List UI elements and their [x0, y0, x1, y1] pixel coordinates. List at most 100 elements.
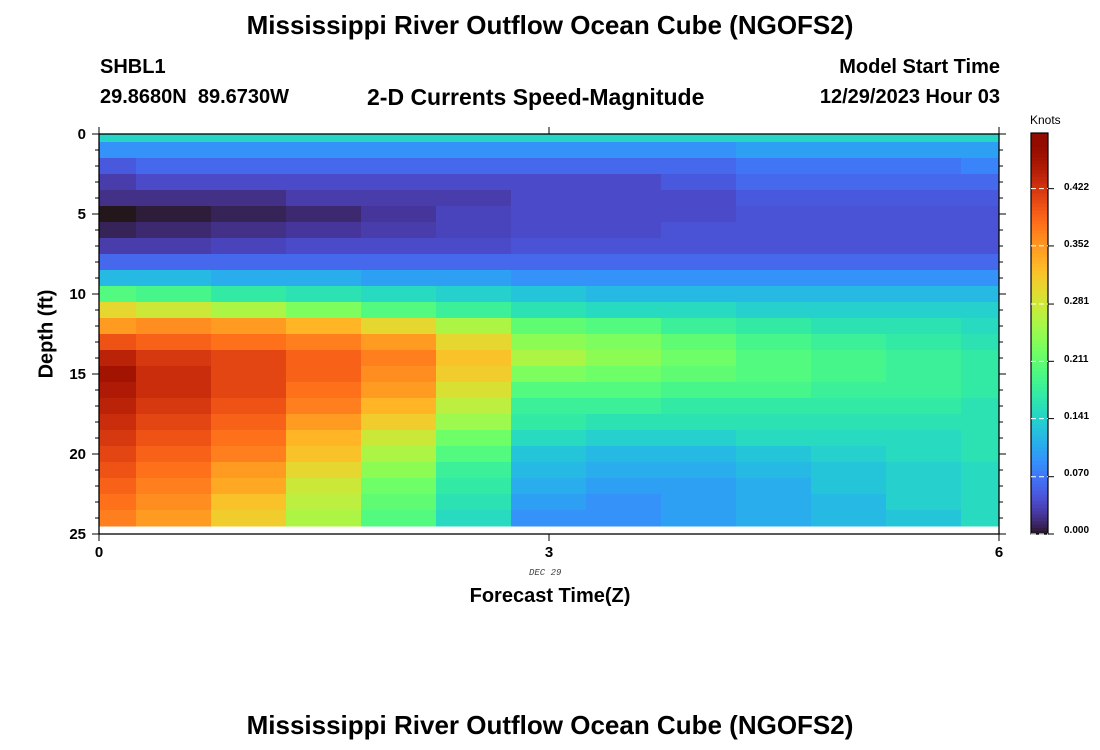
- heatmap-cell: [136, 478, 213, 495]
- y-tick-label: 0: [77, 126, 86, 143]
- colorbar-segment: [1031, 527, 1048, 532]
- colorbar-segment: [1031, 320, 1048, 325]
- heatmap-cell: [211, 270, 288, 287]
- heatmap-cell: [361, 414, 438, 431]
- heatmap-cell: [961, 510, 1000, 527]
- heatmap-cell: [886, 134, 963, 143]
- colorbar-segment: [1031, 467, 1048, 472]
- heatmap-cell: [136, 238, 213, 255]
- heatmap-cell: [511, 134, 588, 143]
- heatmap-cell: [811, 158, 888, 175]
- heatmap-cell: [961, 478, 1000, 495]
- heatmap-cell: [586, 190, 663, 207]
- heatmap-cell: [99, 206, 138, 223]
- heatmap-cell: [811, 430, 888, 447]
- heatmap-cell: [736, 430, 813, 447]
- heatmap-cell: [436, 190, 513, 207]
- heatmap-cell: [436, 238, 513, 255]
- heatmap-cell: [961, 414, 1000, 431]
- heatmap-cell: [286, 510, 363, 527]
- heatmap-cell: [99, 286, 138, 303]
- heatmap-cell: [361, 478, 438, 495]
- heatmap-cell: [961, 238, 1000, 255]
- heatmap-cell: [586, 238, 663, 255]
- colorbar-segment: [1031, 333, 1048, 338]
- heatmap-cell: [736, 134, 813, 143]
- heatmap-cell: [886, 190, 963, 207]
- colorbar-segment: [1031, 303, 1048, 308]
- heatmap-cell: [99, 190, 138, 207]
- heatmap-cell: [661, 382, 738, 399]
- colorbar-segment: [1031, 203, 1048, 208]
- heatmap-cell: [136, 350, 213, 367]
- colorbar-segment: [1031, 189, 1048, 194]
- heatmap-cell: [586, 286, 663, 303]
- heatmap-cell: [811, 398, 888, 415]
- colorbar-segment: [1031, 450, 1048, 455]
- heatmap-cell: [511, 366, 588, 383]
- colorbar-tick-label: 0.211: [1064, 354, 1089, 365]
- heatmap-cell: [661, 222, 738, 239]
- colorbar-segment: [1031, 216, 1048, 221]
- heatmap-cell: [511, 302, 588, 319]
- colorbar-segment: [1031, 440, 1048, 445]
- heatmap-cell: [586, 302, 663, 319]
- heatmap-cell: [811, 190, 888, 207]
- heatmap-cell: [99, 446, 138, 463]
- heatmap-cell: [736, 238, 813, 255]
- heatmap-cell: [736, 350, 813, 367]
- heatmap-cell: [886, 494, 963, 511]
- x-tick-label: 3: [544, 544, 554, 561]
- colorbar-segment: [1031, 133, 1048, 137]
- heatmap-cell: [736, 494, 813, 511]
- colorbar-segment: [1031, 430, 1048, 435]
- heatmap-cell: [961, 254, 1000, 271]
- colorbar-segment: [1031, 146, 1048, 151]
- heatmap-cell: [586, 366, 663, 383]
- colorbar-segment: [1031, 386, 1048, 391]
- heatmap-cell: [886, 222, 963, 239]
- heatmap-cell: [961, 206, 1000, 223]
- colorbar-segment: [1031, 433, 1048, 438]
- heatmap-cell: [586, 142, 663, 159]
- colorbar-segment: [1031, 243, 1048, 248]
- heatmap-cell: [961, 350, 1000, 367]
- heatmap-cell: [136, 510, 213, 527]
- heatmap-cell: [361, 318, 438, 335]
- heatmap-cell: [136, 382, 213, 399]
- heatmap-cell: [661, 238, 738, 255]
- colorbar-segment: [1031, 350, 1048, 355]
- heatmap-cell: [736, 158, 813, 175]
- heatmap-cell: [961, 318, 1000, 335]
- heatmap-cell: [586, 494, 663, 511]
- heatmap-cell: [99, 334, 138, 351]
- colorbar-segment: [1031, 176, 1048, 181]
- heatmap-cell: [286, 158, 363, 175]
- heatmap-cell: [661, 414, 738, 431]
- heatmap-cell: [811, 414, 888, 431]
- colorbar-segment: [1031, 370, 1048, 375]
- heatmap-cell: [961, 190, 1000, 207]
- colorbar-segment: [1031, 169, 1048, 174]
- heatmap-cell: [811, 334, 888, 351]
- colorbar-segment: [1031, 209, 1048, 214]
- heatmap-cell: [886, 286, 963, 303]
- heatmap-cell: [436, 446, 513, 463]
- colorbar-segment: [1031, 286, 1048, 291]
- heatmap-cell: [436, 462, 513, 479]
- heatmap-cell: [286, 318, 363, 335]
- heatmap-cell: [99, 238, 138, 255]
- heatmap-cell: [136, 222, 213, 239]
- heatmap-cell: [511, 446, 588, 463]
- colorbar-segment: [1031, 346, 1048, 351]
- colorbar-segment: [1031, 373, 1048, 378]
- heatmap-cell: [286, 478, 363, 495]
- colorbar-segment: [1031, 403, 1048, 408]
- heatmap-cell: [286, 134, 363, 143]
- heatmap-cell: [136, 302, 213, 319]
- colorbar-segment: [1031, 256, 1048, 261]
- heatmap-cell: [886, 142, 963, 159]
- heatmap-cell: [436, 174, 513, 191]
- heatmap-cell: [811, 478, 888, 495]
- heatmap-cell: [886, 414, 963, 431]
